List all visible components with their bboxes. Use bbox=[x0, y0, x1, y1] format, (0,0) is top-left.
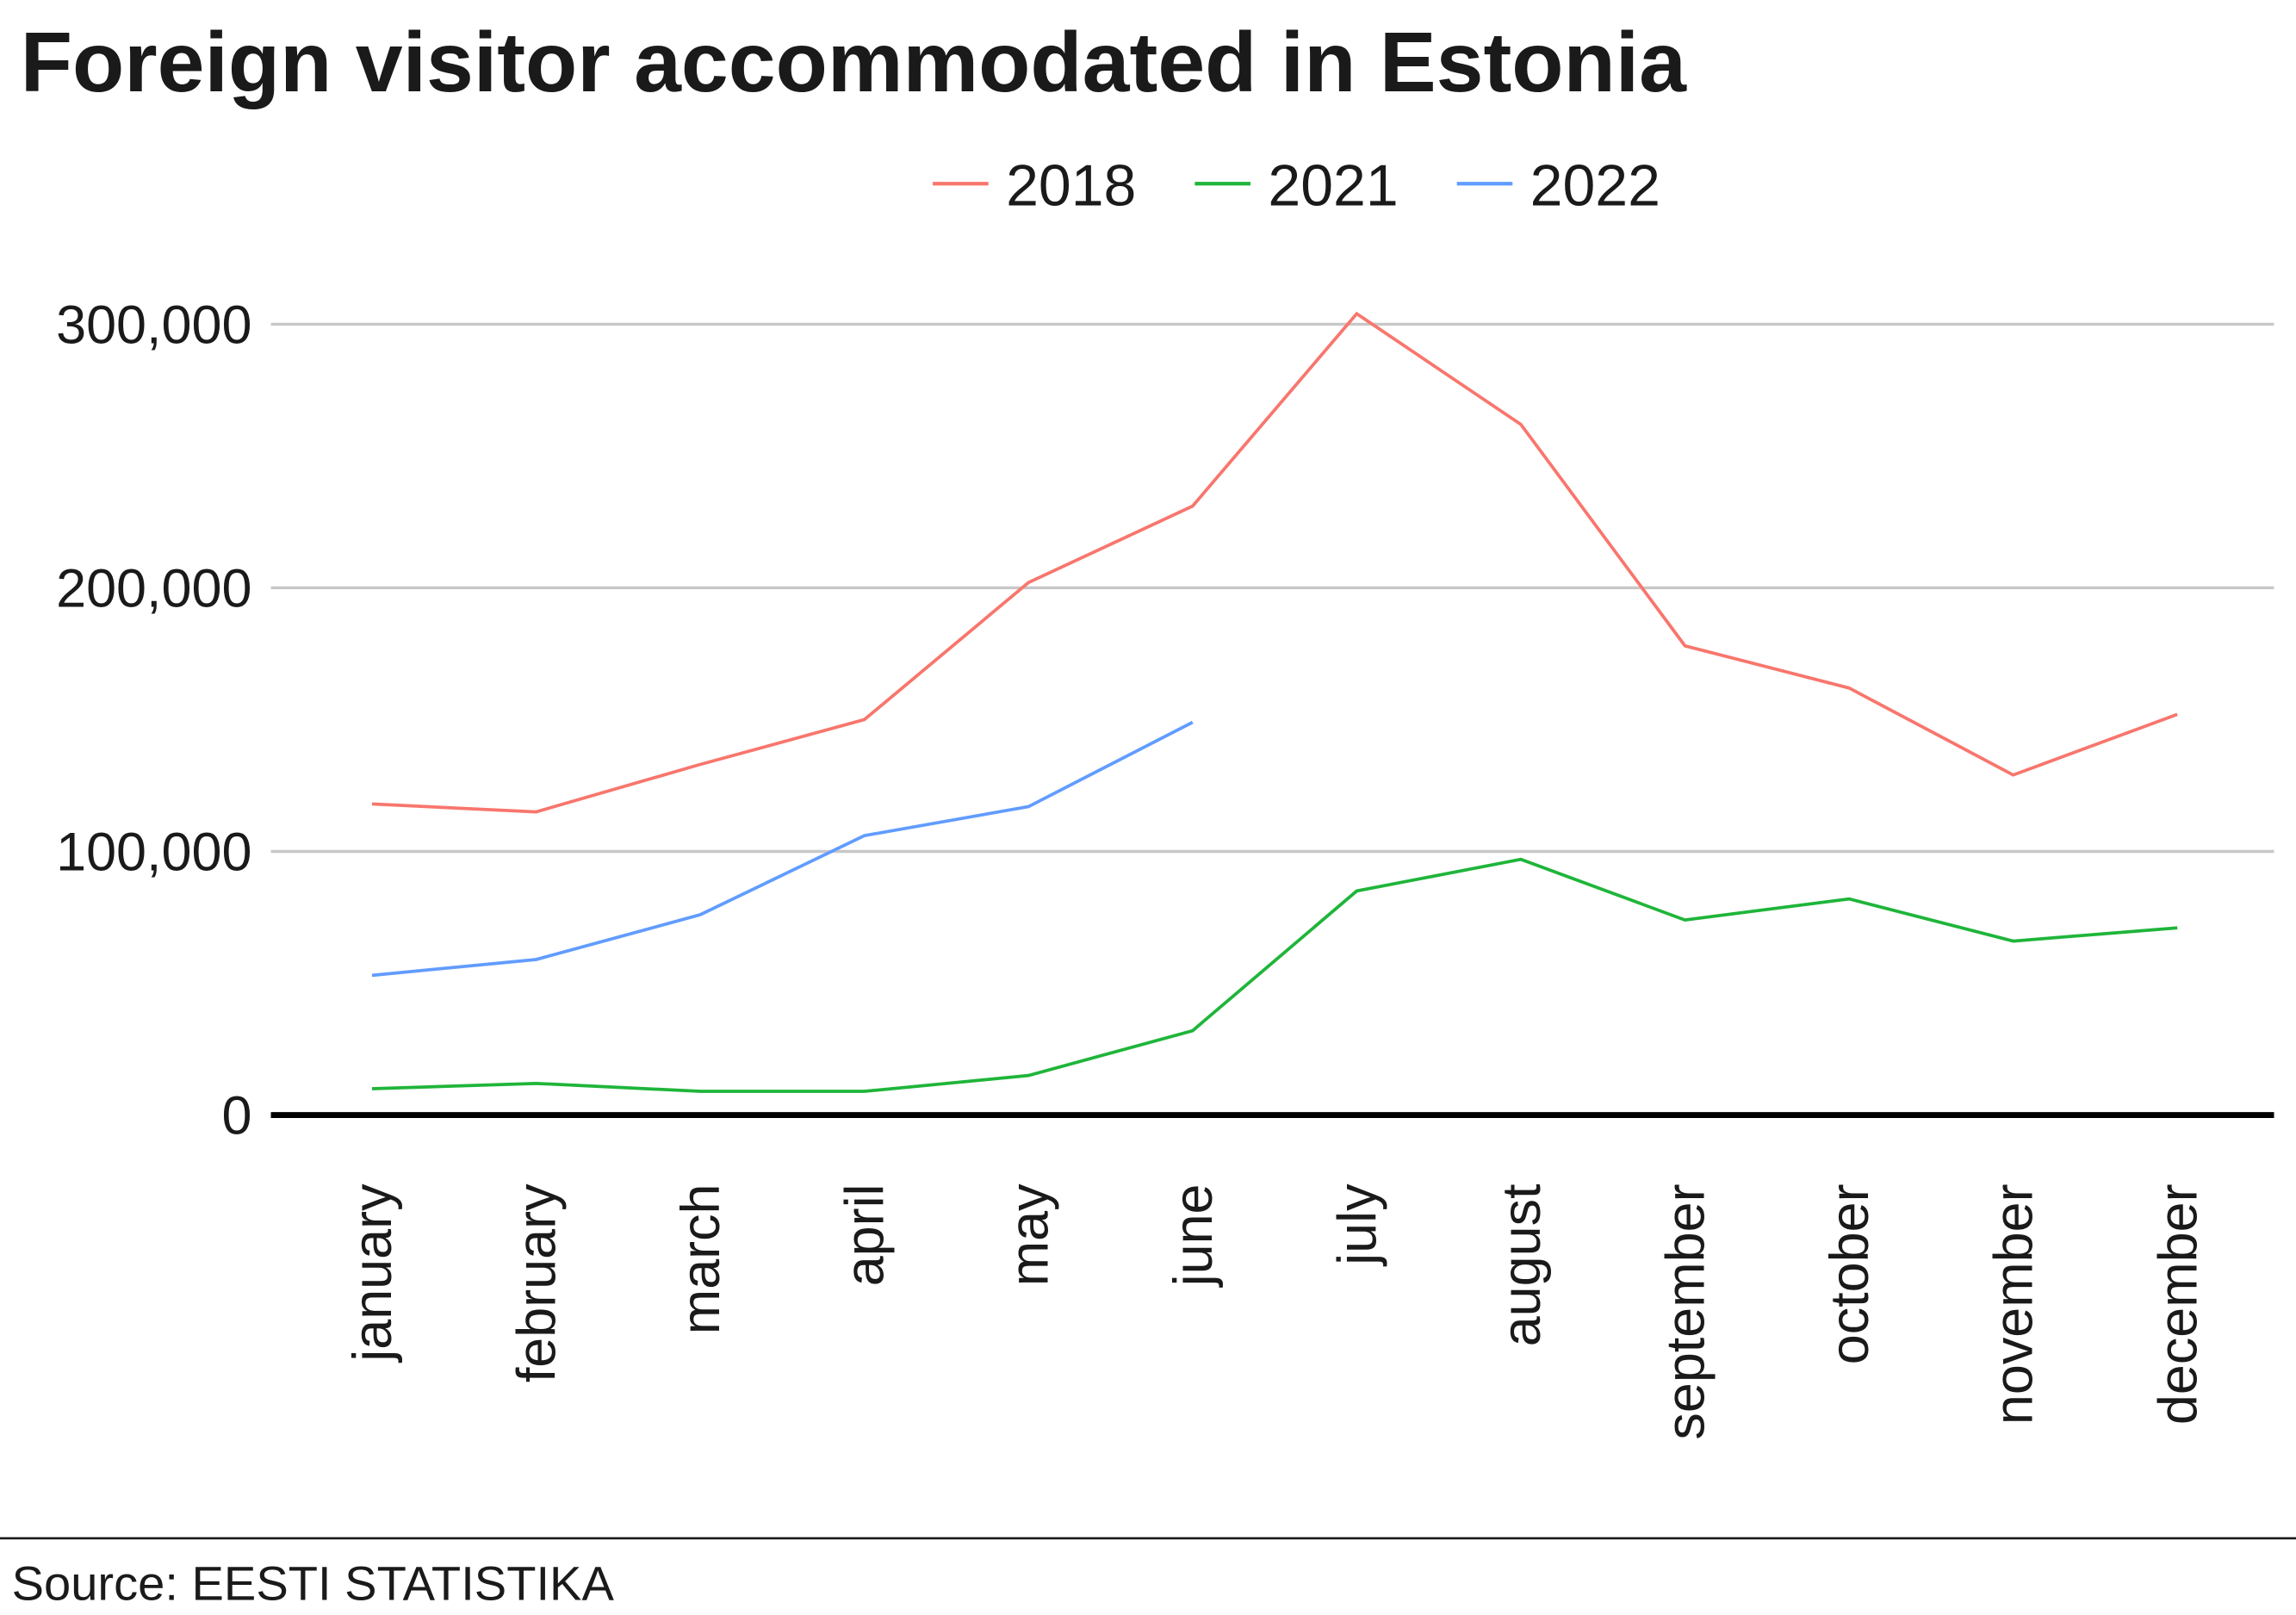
series-line bbox=[371, 720, 1194, 978]
x-tick-label: may bbox=[999, 1183, 1059, 1286]
series-line bbox=[371, 857, 2178, 1093]
x-tick-label: december bbox=[2148, 1183, 2208, 1425]
y-tick-label: 0 bbox=[221, 1086, 251, 1146]
x-tick-label: july bbox=[1327, 1183, 1387, 1267]
x-tick-label: june bbox=[1164, 1183, 1224, 1288]
legend-label: 2018 bbox=[1006, 153, 1136, 219]
legend-label: 2022 bbox=[1530, 153, 1660, 219]
x-tick-label: march bbox=[671, 1183, 731, 1334]
legend-label: 2021 bbox=[1268, 153, 1398, 219]
series-line bbox=[371, 311, 2178, 814]
x-tick-label: september bbox=[1656, 1183, 1716, 1439]
x-tick-label: april bbox=[835, 1183, 896, 1286]
chart-title: Foreign visitor accommodated in Estonia bbox=[21, 15, 1687, 109]
x-tick-label: january bbox=[343, 1183, 403, 1363]
y-tick-label: 300,000 bbox=[56, 295, 251, 356]
x-tick-label: october bbox=[1820, 1183, 1880, 1364]
x-tick-label: february bbox=[507, 1183, 568, 1382]
x-tick-label: november bbox=[1984, 1183, 2045, 1425]
source: Source: EESTI STATISTIKA bbox=[12, 1556, 615, 1610]
y-tick-label: 100,000 bbox=[56, 823, 251, 883]
x-tick-label: august bbox=[1492, 1183, 1552, 1346]
y-tick-label: 200,000 bbox=[56, 559, 251, 619]
